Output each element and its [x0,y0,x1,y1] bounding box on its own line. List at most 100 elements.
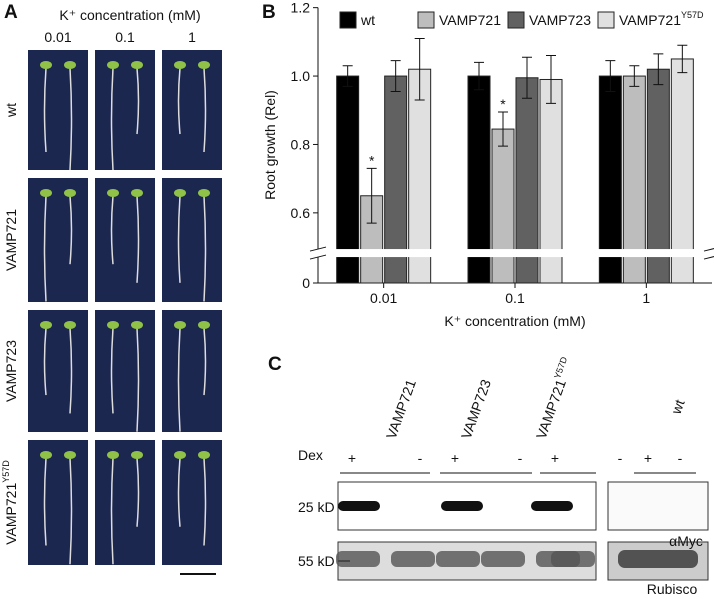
band [618,550,698,568]
seedling-photo [95,440,155,565]
axis-break [312,249,712,258]
antibody-label: Rubisco [647,581,698,597]
error-bar [653,53,664,86]
seedling-photo [28,50,88,170]
seedling-root [69,67,73,171]
seedling-leaf [174,189,186,197]
row-label-base: wt [3,103,19,118]
band [336,551,380,567]
y-tick-label: 1.2 [291,0,311,16]
seedling-root [203,457,207,546]
seedling-leaf [64,321,76,329]
seedling-leaf [40,61,52,69]
lane-label-base: VAMP721 [383,377,419,441]
legend-label-base: wt [360,12,375,28]
dex-sign: - [618,450,623,466]
seedling-leaf [198,189,210,197]
row-label-base: VAMP721 [3,483,19,545]
band [391,551,435,567]
lane-label-base: VAMP723 [458,377,494,441]
legend-label: wt [360,12,375,28]
dex-sign: + [348,450,356,466]
marker-label: 25 kD [298,499,335,515]
lane-label: VAMP723 [458,377,494,441]
legend-swatch [597,11,615,29]
column-label: 1 [188,29,196,45]
seedling-photo [95,50,155,170]
seedling-root [43,327,47,396]
legend-label-base: VAMP721 [439,12,501,28]
lane-label-base: VAMP721 [533,377,569,441]
seedling-root [136,327,140,432]
seedling-leaf [131,321,143,329]
band [481,551,525,567]
seedling-leaf [107,321,119,329]
seedling-root [110,195,114,265]
axis-break-mark [309,246,327,260]
seedling-leaf [198,61,210,69]
seedling-leaf [40,189,52,197]
band [338,501,380,511]
error-bar [414,37,425,101]
panel-a-title: K⁺ concentration (mM) [59,7,200,23]
dex-sign: - [678,450,683,466]
band [531,501,573,511]
seedling-root [177,457,181,527]
error-bar [390,60,401,92]
seedling-root [177,67,181,135]
seedling-photo [28,178,88,302]
legend-label-sup: Y57D [681,10,704,20]
lane-label: wt [667,397,687,417]
dex-sign: + [551,450,559,466]
column-label: 0.1 [115,29,135,45]
error-bar [629,65,640,87]
marker-label: 55 kD [298,553,335,569]
error-bar [546,55,556,104]
error-bar [366,167,377,224]
seedling-leaf [131,451,143,459]
x-axis-label: K⁺ concentration (mM) [444,313,585,329]
legend-label-base: VAMP723 [529,12,591,28]
row-label-sup: Y57D [1,460,11,483]
legend-swatch [507,11,525,29]
seedling-root [177,327,181,432]
bar [491,128,515,284]
row-label: VAMP721 [3,209,19,271]
legend-label: VAMP721Y57D [619,10,704,28]
seedling-leaf [40,321,52,329]
seedling-leaf [64,61,76,69]
lane-label-base: wt [667,397,687,417]
seedling-leaf [131,61,143,69]
lane-label: VAMP721 [383,377,419,441]
seedling-root [43,195,47,302]
seedling-leaf [107,61,119,69]
seedling-photo [162,50,222,170]
error-bar [522,56,532,99]
y-tick-label: 0.8 [291,136,311,152]
dex-sign: - [518,450,523,466]
row-label-base: VAMP721 [3,209,19,271]
seedling-photo [28,310,88,432]
row-label: wt [3,103,19,118]
panel-label: A [4,2,18,23]
legend-swatch [417,11,435,29]
legend-label: VAMP723 [529,12,591,28]
legend-label-base: VAMP721 [619,12,681,28]
seedling-root [110,67,114,171]
column-label: 0.01 [44,29,71,45]
lane-label: VAMP721Y57D [531,355,577,441]
y-axis-label: Root growth (Rel) [262,90,278,200]
panel-label: C [268,354,282,375]
seedling-root [110,327,114,414]
seedling-leaf [174,321,186,329]
band [441,501,483,511]
dex-sign: + [644,450,652,466]
seedling-root [43,67,47,153]
y-tick-label: 0 [302,275,310,291]
seedling-leaf [174,451,186,459]
antibody-label: αMyc [669,533,703,549]
row-label: VAMP723 [3,340,19,402]
legend-label: VAMP721 [439,12,501,28]
seedling-leaf [64,451,76,459]
seedling-photo [162,310,222,432]
